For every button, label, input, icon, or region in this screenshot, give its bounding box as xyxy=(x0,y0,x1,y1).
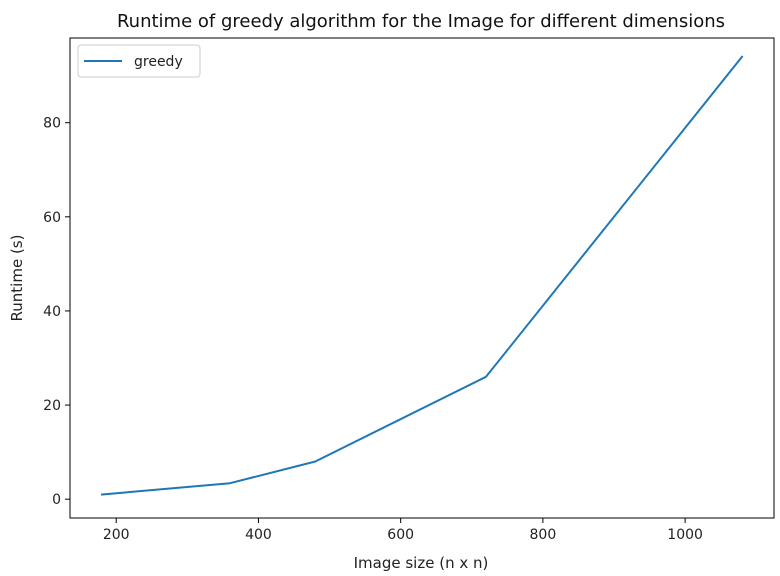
series-line-greedy xyxy=(100,55,744,496)
x-tick-label: 400 xyxy=(245,527,272,543)
x-tick-label: 600 xyxy=(387,527,414,543)
x-tick-label: 800 xyxy=(530,527,557,543)
legend-label-greedy: greedy xyxy=(134,54,183,70)
y-tick-label: 0 xyxy=(52,492,61,508)
legend: greedy xyxy=(77,44,201,78)
y-tick-label: 20 xyxy=(43,398,61,414)
x-axis-label: Image size (n x n) xyxy=(354,554,489,572)
x-axis-ticks: 200 400 600 800 1000 xyxy=(103,518,703,543)
x-tick-label: 1000 xyxy=(667,527,703,543)
y-tick-label: 40 xyxy=(43,304,61,320)
x-tick-label: 200 xyxy=(103,527,130,543)
plot-area-frame xyxy=(69,37,775,519)
y-axis-label: Runtime (s) xyxy=(8,235,26,322)
series-layer xyxy=(100,55,744,496)
y-tick-label: 80 xyxy=(43,116,61,132)
y-axis-ticks: 0 20 40 60 80 xyxy=(43,116,70,508)
legend-box xyxy=(77,44,201,78)
chart-title: Runtime of greedy algorithm for the Imag… xyxy=(117,11,725,32)
y-tick-label: 60 xyxy=(43,210,61,226)
